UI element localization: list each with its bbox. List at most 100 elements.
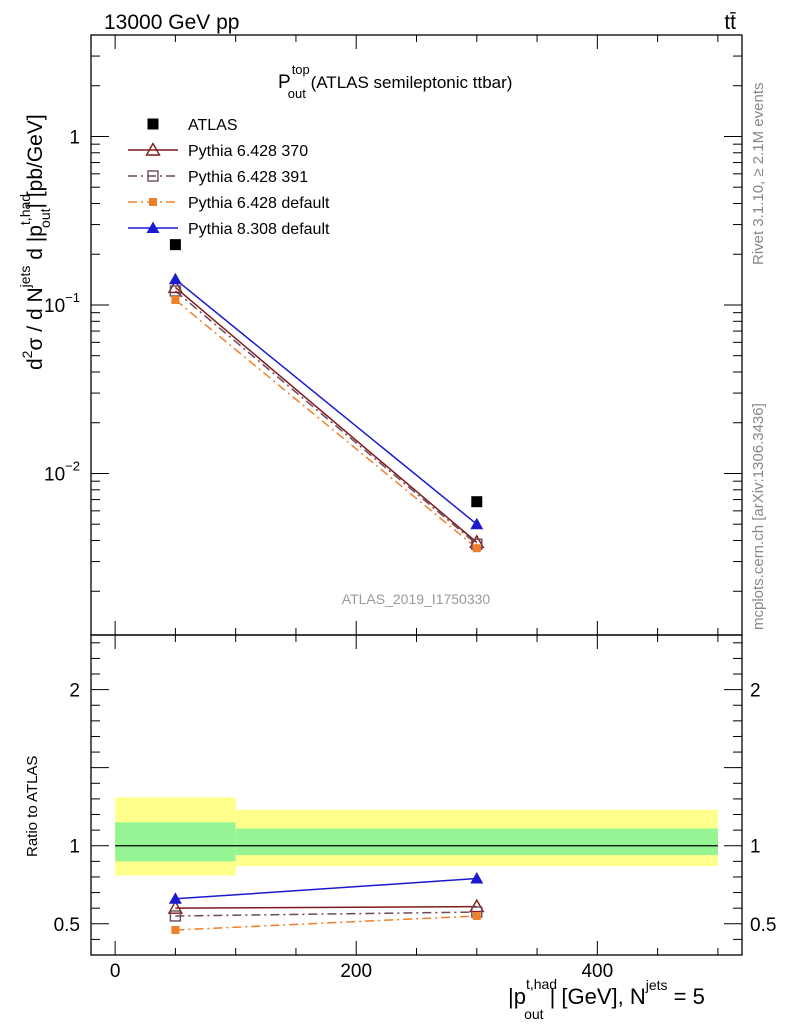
legend-item-pythia-8-308-default: Pythia 8.308 default (128, 221, 330, 238)
ratio-y-label: Ratio to ATLAS (24, 756, 41, 857)
ratio-point-pythia-6-428-391 (169, 910, 182, 922)
ratio-x-label-p1-sup: t,had (526, 976, 557, 992)
main-y-label-p3-sup: t,had (17, 194, 33, 225)
legend-item-pythia-6-428-370: Pythia 6.428 370 (128, 142, 308, 160)
legend-item-pythia-6-428-391: Pythia 6.428 391 (128, 169, 308, 186)
ratio-y-tick-label-left: 2 (69, 681, 80, 702)
ratio-series-lines (175, 877, 477, 931)
legend-marker-atlas (147, 118, 159, 130)
ratio-x-label-p2-sup: jets (645, 977, 668, 993)
legend-item-pythia-6-428-default: Pythia 6.428 default (128, 195, 330, 212)
ratio-x-tick-label: 400 (581, 961, 613, 982)
ratio-series-markers (167, 872, 485, 935)
main-line-pythia-6-428-default (174, 299, 478, 549)
legend-marker-pythia-6-428-391 (147, 170, 159, 182)
ratio-x-label-p1: |p (508, 984, 526, 1009)
ratio-x-ticks: 0 200 400 (110, 635, 719, 982)
main-y-tick-label: 10−1 (44, 290, 80, 317)
main-point-atlas (169, 239, 181, 251)
legend-marker-pythia-6-428-default-shape (149, 198, 157, 206)
ratio-line-pythia-8-308-default (175, 877, 477, 900)
ratio-point-pythia-6-428-default-shape (171, 926, 180, 935)
main-y-tick-label-base: 10 (44, 464, 65, 485)
ratio-point-pythia-6-428-370-shape (167, 900, 184, 914)
main-y-ticks (91, 34, 742, 592)
main-series-markers (167, 239, 485, 553)
ratio-bands (115, 797, 718, 876)
ratio-x-label-p2: | [GeV], N (550, 984, 646, 1009)
ratio-point-pythia-6-428-370-shape (469, 898, 485, 913)
legend-label-pythia-6-428-default: Pythia 6.428 default (188, 195, 330, 212)
ratio-band-green (115, 822, 236, 862)
main-point-pythia-6-428-370 (167, 279, 184, 294)
legend-marker-pythia-6-428-391-shape (147, 170, 159, 182)
ratio-x-tick-label: 0 (110, 961, 121, 982)
energy-label: 13000 GeV pp (104, 11, 239, 34)
main-line-pythia-8-308-default (174, 278, 478, 525)
main-y-label: d2σ / d Njets d |pt,had out| [pb/GeV] (17, 114, 53, 370)
main-y-tick-label-base: 10 (44, 296, 65, 317)
ratio-y-tick-label-right: 2 (750, 681, 761, 702)
legend-item-atlas: ATLAS (147, 117, 238, 134)
ratio-point-pythia-8-308-default-shape (168, 892, 182, 904)
main-point-atlas (471, 496, 483, 508)
legend-marker-pythia-6-428-370-shape (145, 142, 161, 156)
ratio-y-tick-label-left: 0.5 (54, 915, 80, 936)
legend-marker-pythia-8-308-default (146, 221, 160, 233)
legend-label-atlas: ATLAS (188, 117, 238, 134)
ratio-x-label-p3: = 5 (668, 984, 705, 1009)
ratio-point-pythia-8-308-default (168, 892, 182, 904)
ratio-point-pythia-8-308-default (470, 872, 484, 884)
main-title-base: P (278, 72, 291, 93)
main-line-pythia-6-428-391 (174, 290, 478, 545)
legend-marker-pythia-6-428-default (149, 198, 157, 206)
ratio-point-pythia-8-308-default-shape (470, 872, 484, 884)
legend-marker-pythia-8-308-default-shape (146, 221, 160, 233)
ratio-line-pythia-6-428-391 (175, 911, 477, 917)
analysis-label: ATLAS_2019_I1750330 (342, 591, 491, 607)
main-y-label-p2: σ / d N (24, 287, 47, 350)
main-point-atlas-shape (471, 496, 483, 508)
ratio-x-label-p1-sub: out (524, 1006, 544, 1022)
main-panel: 110−110−2 Ptop out (ATLAS semileptonic tt… (17, 34, 743, 636)
main-y-tick-label: 1 (69, 127, 80, 148)
main-point-pythia-8-308-default-shape (168, 272, 182, 285)
legend-label-pythia-6-428-370: Pythia 6.428 370 (188, 143, 308, 160)
main-y-tick-label-exp: −2 (65, 458, 80, 473)
main-y-label-p3: d |p (24, 225, 47, 265)
main-title-rest: (ATLAS semileptonic ttbar) (306, 73, 513, 92)
main-point-pythia-8-308-default (168, 272, 182, 285)
main-line-pythia-6-428-370 (174, 286, 478, 543)
ratio-point-pythia-6-428-391-shape (169, 910, 182, 922)
main-y-label-p2-sup: jets (17, 266, 33, 289)
main-y-label-p1-sup: 2 (19, 350, 35, 358)
ratio-line-pythia-6-428-370 (175, 905, 477, 909)
main-point-pythia-8-308-default-shape (470, 517, 484, 530)
main-point-pythia-6-428-391 (169, 285, 182, 297)
ratio-point-pythia-6-428-370 (469, 898, 485, 913)
main-point-pythia-6-428-370-shape (167, 279, 184, 294)
ratio-y-tick-label-right: 0.5 (750, 915, 776, 936)
main-point-pythia-6-428-default (171, 296, 180, 305)
ratio-y-tick-label-left: 1 (69, 837, 80, 858)
ratio-point-pythia-6-428-default (171, 926, 180, 935)
main-point-atlas-shape (169, 239, 181, 251)
legend-label-pythia-6-428-391: Pythia 6.428 391 (188, 169, 308, 186)
rivet-label: Rivet 3.1.10, ≥ 2.1M events (750, 83, 767, 266)
ratio-y-tick-label-right: 1 (750, 837, 761, 858)
main-y-label-p1: d (24, 358, 47, 370)
mcplots-label: mcplots.cern.ch [arXiv:1306.3436] (750, 403, 767, 630)
legend-marker-pythia-6-428-370 (145, 142, 161, 156)
ratio-line-pythia-6-428-default (175, 915, 477, 931)
legend-label-pythia-8-308-default: Pythia 8.308 default (188, 221, 330, 238)
main-point-pythia-8-308-default (470, 517, 484, 530)
ratio-band-green (235, 828, 718, 856)
ratio-point-pythia-6-428-370 (167, 900, 184, 914)
ratio-x-label: |pt,had out | [GeV], Njets = 5 (508, 976, 705, 1022)
main-y-tick-labels: 110−110−2 (44, 127, 80, 485)
main-x-ticks (114, 35, 719, 635)
main-y-tick-label-exp: −1 (65, 290, 80, 305)
main-point-pythia-6-428-default (472, 544, 481, 553)
ratio-point-pythia-6-428-default-shape (472, 911, 481, 920)
